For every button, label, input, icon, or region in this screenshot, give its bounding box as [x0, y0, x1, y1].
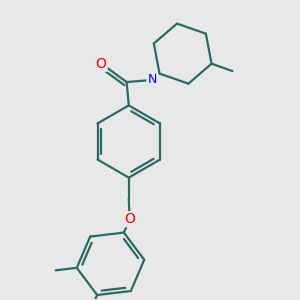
Text: N: N [147, 74, 157, 86]
Text: O: O [124, 212, 135, 226]
Text: O: O [96, 57, 106, 71]
